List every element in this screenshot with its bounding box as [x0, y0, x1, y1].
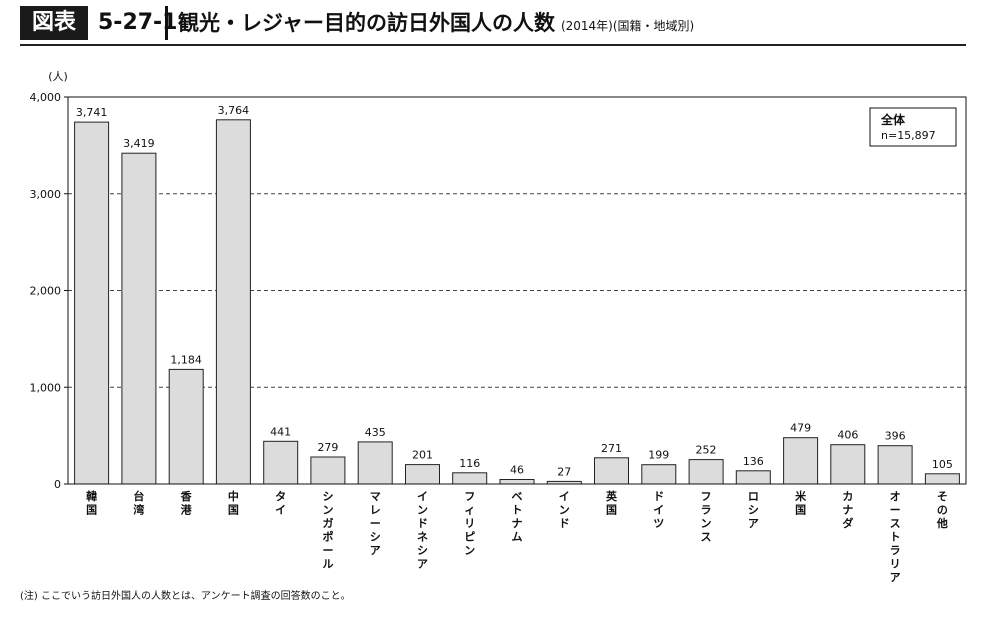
category-label: ベトナム [512, 490, 523, 544]
bar [405, 464, 440, 485]
bar-value-label: 116 [459, 457, 480, 470]
bar-value-label: 252 [696, 444, 717, 457]
total-legend-box: 全体 n=15,897 [869, 107, 957, 147]
category-label: オーストラリア [890, 490, 901, 584]
bar [735, 470, 771, 485]
bar-value-label: 3,764 [218, 104, 250, 117]
bars [74, 119, 960, 485]
category-label: 米国 [794, 489, 807, 517]
legend-box-value: n=15,897 [881, 129, 936, 142]
y-tick-label: 2,000 [30, 285, 62, 298]
bar-value-label: 46 [510, 464, 524, 477]
category-label: ロシア [748, 490, 759, 530]
bar-value-label: 201 [412, 449, 433, 462]
title-main: 観光・レジャー目的の訪日外国人の人数 [178, 11, 555, 35]
y-tick-label: 0 [54, 478, 61, 491]
bar [877, 445, 913, 485]
bar [452, 472, 488, 485]
figure-number: 5-27-1 [98, 10, 178, 35]
category-label: 英国 [605, 489, 618, 517]
category-label: その他 [936, 490, 948, 530]
data-labels: 3,741 3,419 1,184 3,764 441 279 435 201 116 46 27 2… [76, 104, 953, 479]
page-title: 観光・レジャー目的の訪日外国人の人数 (2014年)(国籍・地域別) [178, 6, 694, 43]
bar-value-label: 136 [743, 455, 764, 468]
bar [168, 368, 204, 485]
y-axis-unit: (人) [48, 70, 68, 83]
bar-value-label: 105 [932, 458, 953, 471]
category-label: フィリピン [464, 490, 475, 557]
bar [924, 473, 960, 485]
y-tick-label: 4,000 [30, 91, 62, 104]
bar-value-label: 1,184 [170, 353, 202, 366]
bar [499, 479, 535, 485]
category-label: 韓国 [86, 489, 97, 517]
bar [641, 464, 677, 485]
category-label: 香港 [180, 489, 193, 517]
title-rule [20, 44, 966, 46]
bar [215, 119, 251, 485]
bar-value-label: 435 [365, 426, 386, 439]
category-label: 台湾 [133, 489, 144, 517]
category-label: インド [559, 490, 570, 530]
axes: 0 1,000 2,000 3,000 4,000 [30, 91, 967, 491]
bar-value-label: 3,419 [123, 137, 155, 150]
category-label: カナダ [842, 490, 853, 530]
category-label: インドネシア [417, 490, 428, 571]
bar-value-label: 271 [601, 442, 622, 455]
category-label: フランス [701, 490, 712, 544]
bar-value-label: 27 [557, 465, 571, 478]
grid-lines [68, 193, 966, 388]
category-label: マレーシア [370, 490, 381, 557]
y-tick-label: 3,000 [30, 188, 62, 201]
bar-value-label: 3,741 [76, 106, 108, 119]
bar [688, 459, 724, 485]
bar [830, 444, 866, 485]
category-label: 中国 [228, 489, 239, 517]
category-label: ドイツ [653, 490, 664, 530]
bar [594, 457, 629, 485]
bar [783, 437, 819, 485]
bar-value-label: 396 [885, 430, 906, 443]
title-separator [165, 6, 168, 40]
category-label: タイ [275, 490, 286, 517]
footnote: (注) ここでいう訪日外国人の人数とは、アンケート調査の回答数のこと。 [20, 591, 351, 602]
bar-value-label: 279 [317, 441, 338, 454]
legend-box-label: 全体 [880, 112, 906, 127]
bar-value-label: 441 [270, 425, 291, 438]
bar-value-label: 479 [790, 422, 811, 435]
bar-value-label: 406 [837, 429, 858, 442]
category-label: シンガポール [322, 490, 333, 571]
bar [263, 440, 299, 485]
bar-value-label: 199 [648, 449, 669, 462]
legend-box-frame [869, 107, 957, 147]
bar [121, 152, 157, 485]
bar [357, 441, 393, 485]
bar [310, 456, 346, 485]
bar [74, 121, 110, 485]
figure-badge: 図表 [20, 6, 88, 40]
category-labels: 韓国 台湾 香港 中国 タイ シンガポール マレーシア インドネシア フィリピン ベトナム インド 英… [86, 489, 948, 584]
y-tick-label: 1,000 [30, 381, 62, 394]
title-subtitle: (2014年)(国籍・地域別) [560, 19, 695, 33]
